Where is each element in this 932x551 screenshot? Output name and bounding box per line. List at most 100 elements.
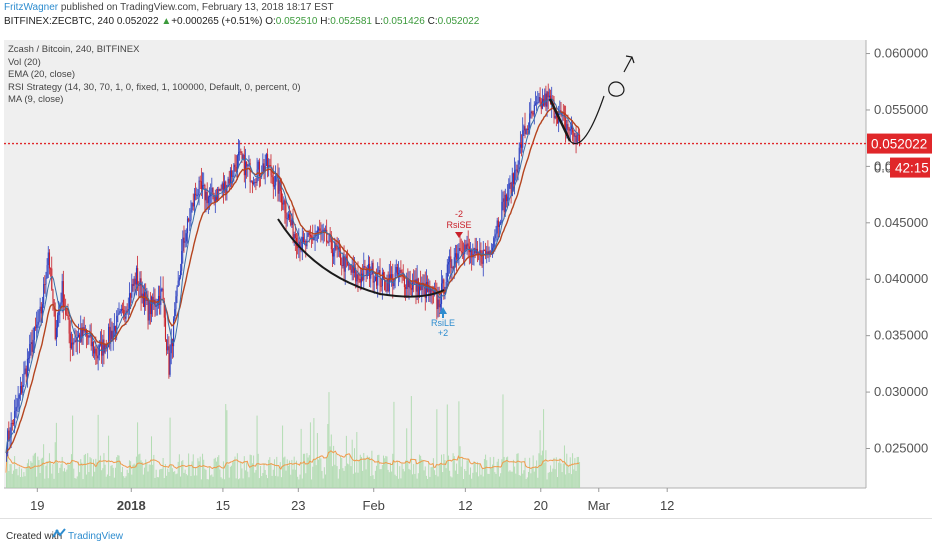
volume-bar: [188, 453, 190, 488]
y-tick-label: 0.060000: [874, 46, 928, 61]
volume-bar: [157, 477, 159, 488]
candle-body: [503, 198, 505, 213]
volume-bar: [456, 463, 458, 488]
legend-rsi-strategy[interactable]: RSI Strategy (14, 30, 70, 1, 0, fixed, 1…: [8, 81, 301, 93]
volume-bar: [548, 472, 550, 488]
volume-bar: [516, 453, 518, 488]
candle-body: [544, 93, 546, 106]
candle-body: [534, 103, 537, 105]
volume-bar: [359, 454, 361, 488]
volume-bar: [192, 454, 194, 488]
legend-ema[interactable]: EMA (20, close): [8, 69, 76, 80]
volume-bar: [487, 473, 489, 488]
candle-body: [471, 249, 473, 258]
long-signal-arrow-icon: [439, 307, 447, 314]
volume-bar: [391, 471, 393, 488]
tradingview-logo-icon: [52, 528, 66, 538]
candle-body: [231, 170, 233, 177]
candle-body: [278, 180, 280, 194]
volume-bar: [576, 457, 578, 488]
candle-body: [565, 116, 567, 130]
volume-bar: [139, 453, 141, 488]
volume-bar: [323, 467, 325, 488]
candle-body: [93, 342, 95, 354]
candle-body: [293, 234, 295, 239]
volume-bar: [199, 456, 201, 488]
volume-bar: [170, 464, 172, 488]
volume-bar: [555, 457, 557, 488]
candle-body: [44, 284, 46, 286]
candle-body: [538, 97, 540, 103]
legend-ma[interactable]: MA (9, close): [8, 94, 64, 105]
candle-body: [178, 277, 180, 281]
price-chart[interactable]: 0.0600000.0550000.0500000.0450000.040000…: [0, 36, 932, 518]
candle-body: [62, 281, 64, 306]
volume-bar: [238, 479, 239, 488]
candle-body: [363, 266, 365, 281]
candle-body: [271, 175, 273, 178]
volume-bar: [385, 455, 387, 488]
y-tick-partial-label: 0.0: [874, 161, 892, 176]
candle-body: [38, 310, 40, 322]
candle-body: [256, 169, 258, 183]
candle-body: [209, 196, 211, 198]
candle-body: [311, 236, 313, 238]
volume-bar: [51, 473, 53, 488]
volume-bar: [383, 455, 384, 488]
legend-symbol[interactable]: Zcash / Bitcoin, 240, BITFINEX: [8, 44, 140, 55]
volume-bar: [161, 468, 163, 488]
volume-bar: [400, 478, 402, 488]
volume-bar: [215, 461, 217, 488]
candle-body: [28, 358, 30, 360]
volume-bar: [203, 459, 205, 488]
volume-bar: [62, 471, 64, 488]
candle-body: [566, 124, 568, 130]
volume-bar: [156, 477, 158, 488]
candle-body: [225, 181, 227, 194]
candle-body: [481, 262, 483, 264]
chart-container[interactable]: 0.0600000.0550000.0500000.0450000.040000…: [0, 36, 932, 518]
candle-body: [347, 260, 349, 265]
volume-bar: [18, 466, 20, 488]
candle-body: [94, 348, 96, 354]
volume-bar: [497, 458, 499, 488]
candle-body: [449, 256, 451, 263]
candle-body: [14, 411, 16, 424]
candle-body: [504, 194, 506, 213]
volume-bar: [219, 469, 221, 488]
candle-body: [183, 237, 185, 243]
volume-bar: [418, 454, 420, 488]
volume-bar: [524, 457, 526, 488]
candle-body: [341, 265, 343, 267]
candle-body: [505, 194, 508, 202]
volume-bar: [162, 458, 164, 488]
volume-bar: [96, 462, 98, 488]
tradingview-brand-link[interactable]: TradingView: [68, 531, 124, 542]
candle-body: [173, 318, 175, 347]
legend-volume[interactable]: Vol (20): [8, 56, 41, 68]
candle-body: [376, 276, 378, 286]
volume-bar: [311, 479, 313, 488]
volume-bar: [50, 461, 52, 488]
candle-body: [521, 142, 523, 148]
volume-bar: [148, 464, 150, 488]
volume-bar: [178, 454, 180, 488]
candle-body: [499, 224, 501, 228]
candle-body: [335, 243, 337, 249]
volume-bar: [467, 458, 469, 488]
candle-body: [191, 202, 193, 210]
volume-bar: [163, 478, 165, 488]
volume-bar: [206, 479, 208, 488]
candle-body: [355, 267, 357, 282]
volume-bar: [438, 464, 440, 488]
candle-body: [417, 278, 419, 297]
volume-bar: [89, 457, 91, 488]
volume-bar: [427, 478, 429, 488]
author-link[interactable]: FritzWagner: [4, 2, 59, 13]
candle-body: [453, 257, 455, 269]
candle-body: [149, 301, 151, 315]
volume-bar: [125, 476, 127, 488]
volume-bar: [352, 473, 354, 488]
volume-bar: [558, 462, 560, 488]
volume-bar: [60, 464, 62, 488]
